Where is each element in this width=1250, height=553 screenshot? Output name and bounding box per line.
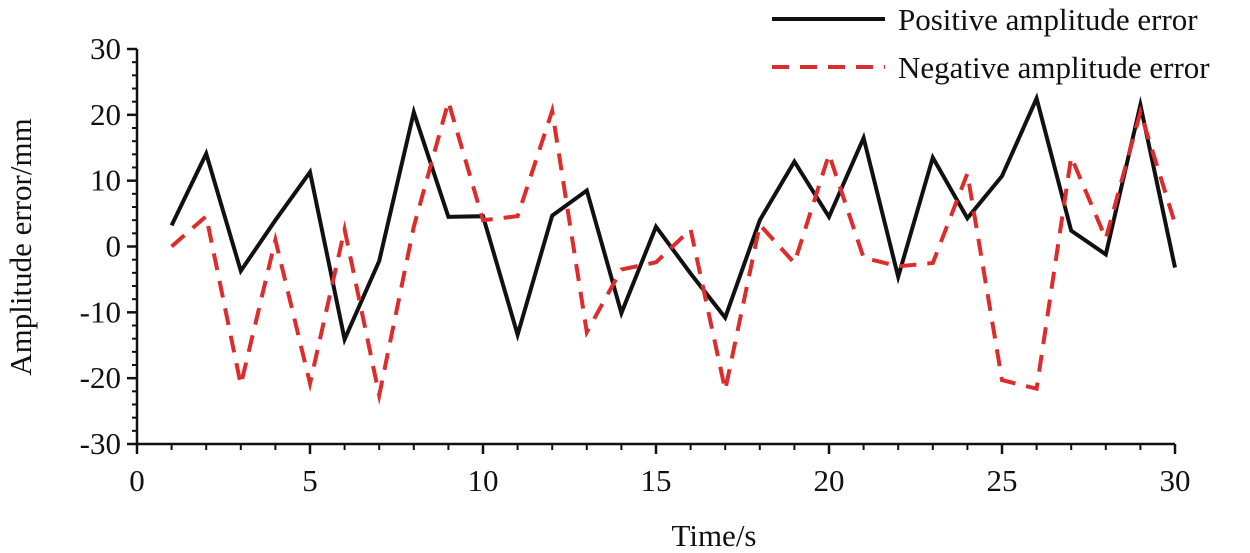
x-tick-label: 30 <box>1160 463 1191 498</box>
y-tick-label: 0 <box>106 229 122 264</box>
legend-label: Positive amplitude error <box>898 2 1198 37</box>
x-tick-label: 10 <box>468 463 499 498</box>
legend-label: Negative amplitude error <box>898 50 1210 85</box>
axes: -30 -20 -10 0 10 20 30 0 5 10 15 20 25 30 <box>80 31 1191 498</box>
series-line-negative <box>170 94 1177 406</box>
y-tick-label: 20 <box>90 97 121 132</box>
y-tick-label: 30 <box>90 31 121 66</box>
series-line-positive <box>169 92 1177 346</box>
y-axis-title: Amplitude error/mm <box>3 118 38 375</box>
x-tick-label: 5 <box>302 463 318 498</box>
y-tick-label: -30 <box>80 426 121 461</box>
series-layer <box>169 92 1177 406</box>
y-tick-label: -20 <box>80 360 121 395</box>
x-tick-label: 25 <box>987 463 1018 498</box>
x-tick-label: 20 <box>814 463 845 498</box>
y-tick-label: 10 <box>90 163 121 198</box>
legend: Positive amplitude error Negative amplitu… <box>772 2 1210 85</box>
x-tick-label: 15 <box>641 463 672 498</box>
x-axis-title: Time/s <box>671 518 756 553</box>
y-tick-label: -10 <box>80 294 121 329</box>
x-tick-label: 0 <box>129 463 145 498</box>
